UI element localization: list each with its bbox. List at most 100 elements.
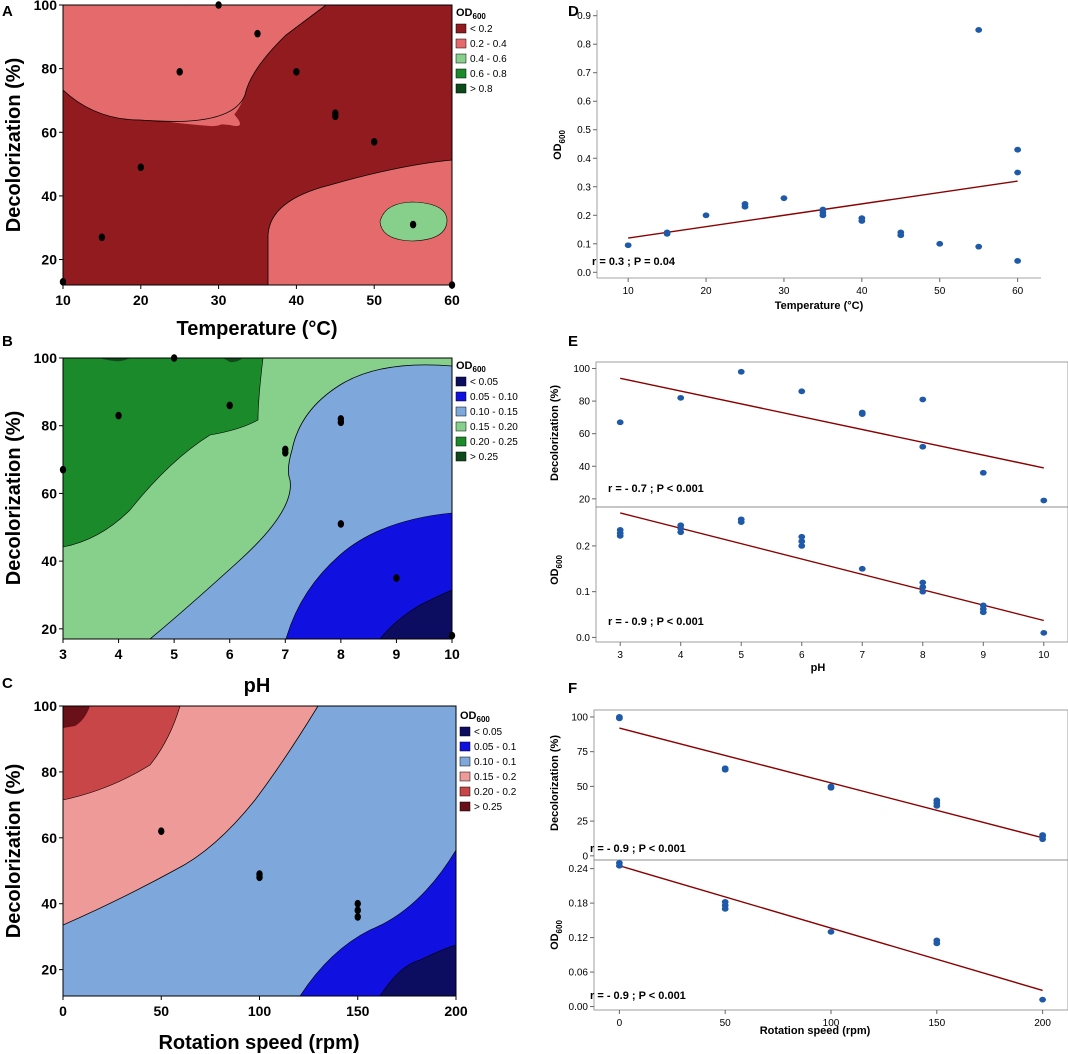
data-point bbox=[737, 519, 745, 526]
data-point bbox=[919, 396, 927, 403]
panel-b-xticks: 3 4 5 6 7 8 9 10 bbox=[59, 639, 460, 662]
data-point bbox=[858, 218, 866, 224]
x-tick-label: 0 bbox=[617, 1018, 623, 1029]
legend-label: 0.05 - 0.10 bbox=[470, 392, 518, 403]
y-tick-label: 20 bbox=[579, 494, 591, 505]
y-tick-label: 20 bbox=[41, 252, 57, 268]
y-tick-label: 60 bbox=[579, 429, 591, 440]
panel-e-top-correlation: r = - 0.7 ; P < 0.001 bbox=[608, 483, 704, 495]
panel-a: A 10 20 30 40 50 60 20 40 60 80 100 Temperature (… bbox=[2, 0, 507, 340]
x-tick-label: 10 bbox=[444, 646, 460, 662]
legend-swatch bbox=[459, 756, 471, 767]
data-point bbox=[1039, 996, 1047, 1003]
y-tick-label: 100 bbox=[34, 0, 58, 13]
x-tick-label: 40 bbox=[289, 292, 305, 308]
x-tick-label: 4 bbox=[115, 646, 123, 662]
data-point bbox=[1014, 169, 1022, 176]
legend-swatch bbox=[459, 801, 471, 812]
data-point bbox=[737, 368, 745, 375]
y-tick-label: 0.18 bbox=[569, 899, 589, 910]
panel-c-points bbox=[158, 827, 361, 921]
x-tick-label: 3 bbox=[617, 650, 623, 661]
legend-title-sub: 600 bbox=[477, 715, 491, 724]
legend-swatch bbox=[459, 771, 471, 782]
x-tick-label: 8 bbox=[337, 646, 345, 662]
data-point bbox=[721, 766, 729, 773]
contour-region-0.20-0.25 bbox=[63, 358, 264, 548]
contour-region-0.05-0.1 bbox=[299, 849, 456, 996]
y-tick-label: 100 bbox=[34, 350, 58, 366]
panel-b-legend: OD600 < 0.05 0.05 - 0.10 0.10 - 0.15 0.15 - … bbox=[455, 360, 518, 463]
legend-label: > 0.25 bbox=[474, 802, 503, 813]
y-tick-label: 0.1 bbox=[576, 587, 590, 598]
x-tick-label: 100 bbox=[823, 1018, 840, 1029]
panel-c-xticks: 0 50 100 150 200 bbox=[59, 996, 468, 1019]
panel-b-frame bbox=[62, 357, 453, 640]
panel-c-legend: OD600 < 0.05 0.05 - 0.1 0.10 - 0.1 0.15 - 0.… bbox=[459, 710, 517, 813]
legend-swatch bbox=[455, 391, 467, 402]
x-tick-label: 5 bbox=[738, 650, 744, 661]
x-tick-label: 50 bbox=[934, 286, 946, 297]
data-point bbox=[448, 631, 456, 640]
panel-a-points bbox=[59, 1, 456, 289]
x-tick-label: 30 bbox=[778, 286, 790, 297]
x-tick-label: 50 bbox=[153, 1003, 169, 1019]
data-point bbox=[933, 940, 941, 947]
y-tick-label: 0.4 bbox=[577, 154, 591, 165]
data-point bbox=[936, 240, 944, 247]
data-point bbox=[702, 212, 710, 219]
x-tick-label: 10 bbox=[1038, 650, 1050, 661]
data-point bbox=[354, 913, 361, 921]
plot-frame bbox=[593, 859, 1068, 1011]
y-tick-label: 0.0 bbox=[576, 633, 590, 644]
panel-a-legend: OD600 < 0.2 0.2 - 0.4 0.4 - 0.6 0.6 - 0.8 > 0… bbox=[455, 7, 507, 95]
panel-e: E 20 40 60 80 100 0.0 0.1 0.2 3 4 5 6 7 8 9 10 Decolor… bbox=[549, 333, 1068, 674]
legend-swatch bbox=[455, 68, 467, 79]
panel-f-bottom-ylabel-main: OD bbox=[549, 933, 561, 950]
y-tick-label: 0 bbox=[582, 851, 588, 862]
x-tick-label: 5 bbox=[170, 646, 178, 662]
data-point bbox=[615, 715, 623, 722]
panel-b-contour-lines bbox=[149, 364, 452, 639]
panel-b-points bbox=[59, 354, 456, 640]
panel-e-top-plot: 20 40 60 80 100 bbox=[573, 361, 1068, 508]
legend-swatch bbox=[455, 83, 467, 94]
data-point bbox=[176, 68, 183, 76]
panel-f-bottom-ylabel-sub: 600 bbox=[555, 920, 564, 934]
x-tick-label: 9 bbox=[393, 646, 401, 662]
legend-swatch bbox=[459, 726, 471, 737]
legend-label: 0.15 - 0.2 bbox=[474, 772, 517, 783]
regression-line bbox=[619, 727, 1043, 839]
x-tick-label: 200 bbox=[444, 1003, 468, 1019]
x-tick-label: 100 bbox=[248, 1003, 272, 1019]
panel-e-bottom-ylabel-main: OD bbox=[549, 568, 561, 585]
x-tick-label: 8 bbox=[920, 650, 926, 661]
data-point bbox=[254, 29, 261, 38]
panel-e-bottom-plot: 0.0 0.1 0.2 3 4 5 6 7 8 9 10 bbox=[576, 506, 1068, 661]
panel-f-bottom-plot: 0.00 0.06 0.12 0.18 0.24 0 50 100 150 200 bbox=[569, 859, 1068, 1029]
y-tick-label: 0.5 bbox=[577, 125, 591, 136]
legend-swatch bbox=[455, 421, 467, 432]
data-point bbox=[1040, 629, 1048, 636]
y-tick-label: 0.2 bbox=[577, 211, 591, 222]
panel-d-letter: D bbox=[568, 3, 579, 20]
legend-label: 0.10 - 0.15 bbox=[470, 407, 518, 418]
data-point bbox=[663, 229, 671, 236]
x-tick-label: 20 bbox=[133, 292, 149, 308]
data-point bbox=[919, 579, 927, 586]
legend-label: < 0.05 bbox=[470, 377, 499, 388]
panel-f-xlabel: Rotation speed (rpm) bbox=[760, 1025, 871, 1037]
x-tick-label: 3 bbox=[59, 646, 67, 662]
data-point bbox=[256, 873, 263, 882]
y-tick-label: 0.7 bbox=[577, 68, 591, 79]
contour-region-gt-0.25 bbox=[63, 706, 90, 728]
panel-a-letter: A bbox=[2, 3, 13, 20]
legend-swatch bbox=[459, 741, 471, 752]
legend-swatch bbox=[455, 23, 467, 34]
data-point bbox=[409, 220, 417, 229]
data-point bbox=[59, 465, 67, 474]
data-point bbox=[919, 588, 927, 595]
x-tick-label: 20 bbox=[700, 286, 712, 297]
x-tick-label: 0 bbox=[59, 1003, 67, 1019]
data-point bbox=[354, 899, 361, 908]
